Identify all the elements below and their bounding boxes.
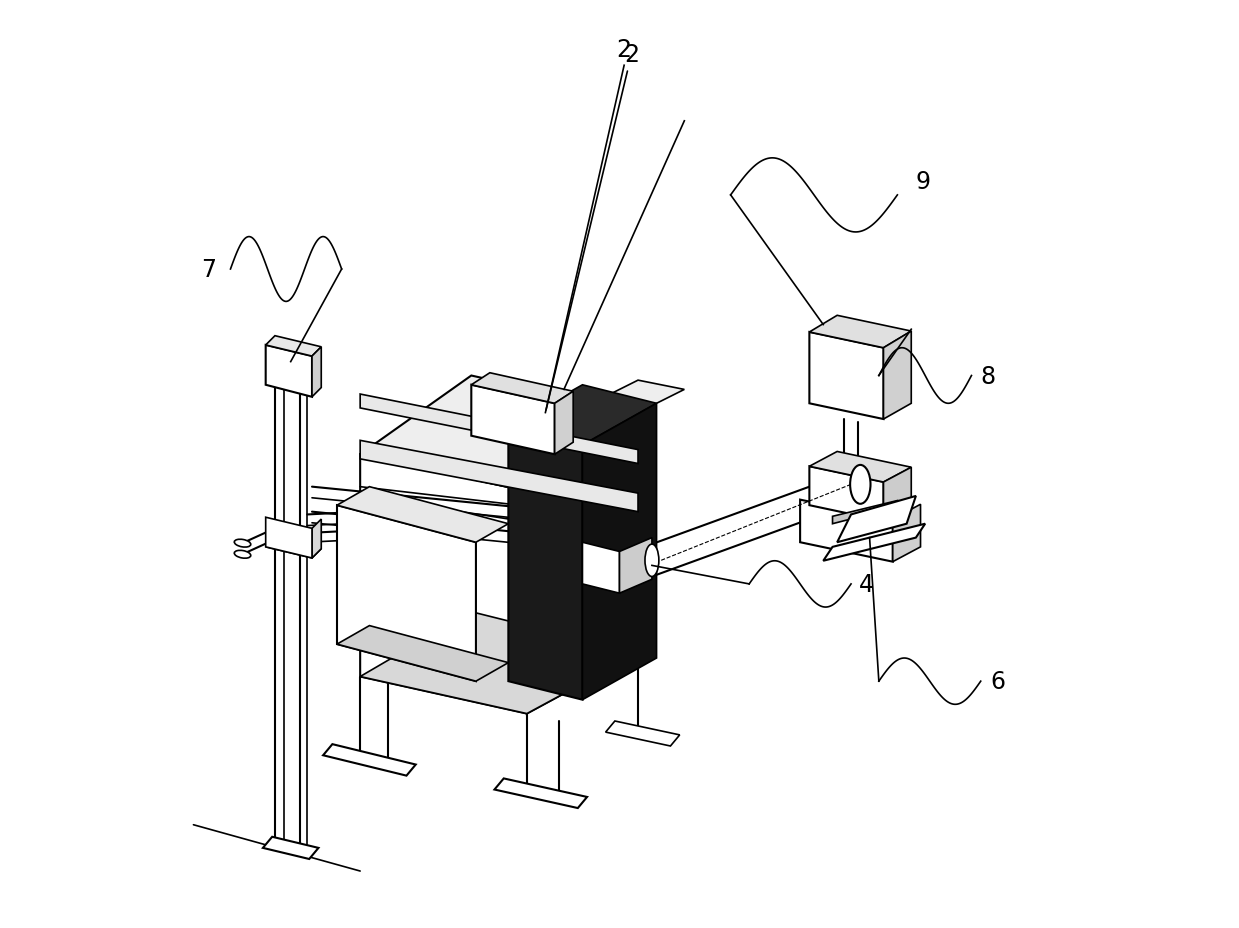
Polygon shape	[809, 452, 911, 483]
Polygon shape	[555, 392, 574, 455]
Polygon shape	[833, 501, 897, 524]
Polygon shape	[471, 373, 574, 404]
Polygon shape	[620, 538, 652, 594]
Polygon shape	[494, 779, 587, 808]
Text: 6: 6	[990, 669, 1005, 693]
Polygon shape	[508, 427, 582, 700]
Text: 7: 7	[202, 258, 217, 282]
Polygon shape	[265, 336, 321, 356]
Polygon shape	[883, 331, 911, 419]
Text: 8: 8	[981, 364, 996, 388]
Polygon shape	[883, 468, 911, 522]
Polygon shape	[312, 347, 321, 397]
Polygon shape	[361, 394, 638, 464]
Polygon shape	[265, 518, 312, 559]
Polygon shape	[592, 380, 684, 413]
Polygon shape	[312, 520, 321, 559]
Polygon shape	[471, 385, 555, 455]
Text: 2: 2	[617, 37, 632, 61]
Polygon shape	[337, 506, 476, 681]
Polygon shape	[823, 524, 926, 561]
Polygon shape	[265, 345, 312, 397]
Polygon shape	[809, 316, 911, 348]
Text: 2: 2	[546, 43, 639, 410]
Polygon shape	[323, 744, 416, 776]
Polygon shape	[508, 385, 657, 445]
Ellipse shape	[646, 545, 659, 577]
Polygon shape	[592, 404, 638, 538]
Polygon shape	[809, 467, 883, 522]
Text: 4: 4	[859, 573, 873, 597]
Polygon shape	[582, 404, 657, 700]
Ellipse shape	[850, 465, 871, 504]
Polygon shape	[800, 500, 893, 562]
Polygon shape	[263, 837, 318, 859]
Polygon shape	[527, 413, 638, 714]
Polygon shape	[606, 721, 680, 746]
Ellipse shape	[234, 550, 250, 559]
Polygon shape	[582, 543, 620, 594]
Polygon shape	[838, 496, 916, 543]
Polygon shape	[893, 505, 921, 562]
Ellipse shape	[234, 540, 250, 548]
Polygon shape	[361, 376, 638, 492]
Polygon shape	[337, 487, 508, 543]
Polygon shape	[265, 538, 321, 559]
Text: 9: 9	[916, 170, 930, 194]
Polygon shape	[361, 455, 527, 714]
Polygon shape	[809, 332, 883, 419]
Polygon shape	[361, 441, 638, 512]
Polygon shape	[337, 625, 508, 681]
Polygon shape	[361, 612, 638, 714]
